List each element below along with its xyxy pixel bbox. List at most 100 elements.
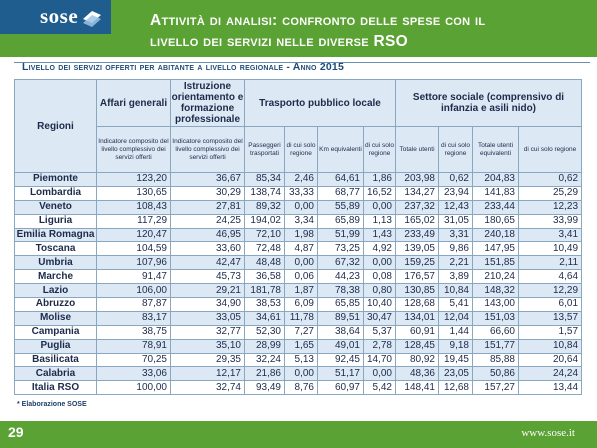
- table-cell: 5,42: [363, 380, 396, 396]
- table-cell: 52,30: [244, 324, 285, 340]
- table-cell: 20,64: [517, 352, 583, 368]
- table-cell: 33,33: [284, 185, 318, 201]
- table-cell: 1,87: [284, 283, 318, 299]
- subtitle-separator: [14, 62, 590, 63]
- table-cell: 1,13: [363, 213, 396, 229]
- table-cell: 0,62: [438, 172, 473, 187]
- table-cell: 24,25: [170, 213, 245, 229]
- table-cell: 45,73: [170, 269, 245, 285]
- table-cell: 210,24: [472, 269, 519, 285]
- region-name: Emilia Romagna: [14, 227, 97, 243]
- table-row: Abruzzo 87,87 34,90 38,53 6,09 65,85 10,40 128,…: [14, 297, 583, 312]
- table-row: Emilia Romagna 120,47 46,95 72,10 1,98 51,99 1…: [14, 227, 583, 243]
- table-cell: 10,49: [517, 241, 583, 257]
- sub-regione-utenti: di cui solo regione: [438, 126, 473, 173]
- table-cell: 28,99: [244, 338, 285, 354]
- table-cell: 5,41: [438, 297, 473, 312]
- table-cell: 0,00: [284, 366, 318, 382]
- table-row: Lazio 106,00 29,21 181,78 1,87 78,38 0,80 130,8…: [14, 283, 583, 299]
- table-cell: 80,92: [395, 352, 439, 368]
- table-cell: 237,32: [395, 199, 439, 215]
- table-cell: 12,23: [517, 199, 583, 215]
- table-cell: 1,98: [284, 227, 318, 243]
- sose-logo: sose: [0, 0, 111, 34]
- table-cell: 11,78: [284, 310, 318, 326]
- table-cell: 120,47: [96, 227, 171, 243]
- table-cell: 1,86: [363, 172, 396, 187]
- region-name: Veneto: [14, 199, 97, 215]
- table-cell: 92,45: [317, 352, 364, 368]
- table-cell: 143,00: [472, 297, 519, 312]
- table-cell: 78,38: [317, 283, 364, 299]
- page-number: 29: [8, 424, 24, 440]
- table-cell: 3,41: [517, 227, 583, 243]
- table-cell: 134,27: [395, 185, 439, 201]
- table-cell: 100,00: [96, 380, 171, 396]
- table-cell: 134,01: [395, 310, 439, 326]
- table-cell: 0,80: [363, 283, 396, 299]
- table-row: Umbria 107,96 42,47 48,48 0,00 67,32 0,00 159,2…: [14, 255, 583, 271]
- region-name: Lazio: [14, 283, 97, 299]
- region-name: Calabria: [14, 366, 97, 382]
- region-name: Basilicata: [14, 352, 97, 368]
- table-cell: 2,78: [363, 338, 396, 354]
- region-name: Piemonte: [14, 172, 97, 187]
- table-cell: 19,45: [438, 352, 473, 368]
- table-cell: 203,98: [395, 172, 439, 187]
- table-cell: 123,20: [96, 172, 171, 187]
- header-row-sub: Indicatore composito del livello comples…: [15, 126, 583, 173]
- table-cell: 65,89: [317, 213, 364, 229]
- table-cell: 106,00: [96, 283, 171, 299]
- table-cell: 49,01: [317, 338, 364, 354]
- table-cell: 85,34: [244, 172, 285, 187]
- table-cell: 60,91: [395, 324, 439, 340]
- sub-regione-equivalenti: di cui solo regione: [517, 126, 583, 173]
- table-cell: 89,51: [317, 310, 364, 326]
- table-cell: 138,74: [244, 185, 285, 201]
- footer-bar: 29 www.sose.it: [0, 421, 597, 448]
- table-cell: 9,86: [438, 241, 473, 257]
- table-cell: 85,88: [472, 352, 519, 368]
- group-trasporto: Trasporto pubblico locale: [244, 79, 396, 127]
- table-cell: 0,00: [363, 199, 396, 215]
- table-cell: 0,00: [284, 199, 318, 215]
- table-cell: 3,89: [438, 269, 473, 285]
- table-cell: 14,70: [363, 352, 396, 368]
- table-cell: 38,53: [244, 297, 285, 312]
- table-row: Piemonte 123,20 36,67 85,34 2,46 64,61 1,86 203…: [14, 172, 583, 187]
- region-name: Toscana: [14, 241, 97, 257]
- sub-totale-equivalenti: Totale utenti equivalenti: [472, 126, 519, 173]
- table-cell: 21,86: [244, 366, 285, 382]
- table-row: Puglia 78,91 35,10 28,99 1,65 49,01 2,78 128,45…: [14, 338, 583, 354]
- table-cell: 67,32: [317, 255, 364, 271]
- table-cell: 48,48: [244, 255, 285, 271]
- region-name: Lombardia: [14, 185, 97, 201]
- table-cell: 60,97: [317, 380, 364, 396]
- table-cell: 32,77: [170, 324, 245, 340]
- table-cell: 12,43: [438, 199, 473, 215]
- table-cell: 176,57: [395, 269, 439, 285]
- table-cell: 35,10: [170, 338, 245, 354]
- table-cell: 38,75: [96, 324, 171, 340]
- region-name: Molise: [14, 310, 97, 326]
- table-cell: 3,31: [438, 227, 473, 243]
- table-cell: 23,05: [438, 366, 473, 382]
- table-cell: 141,83: [472, 185, 519, 201]
- table-cell: 13,44: [517, 380, 583, 396]
- table-cell: 73,25: [317, 241, 364, 257]
- table-cell: 12,04: [438, 310, 473, 326]
- table-cell: 147,95: [472, 241, 519, 257]
- table-cell: 130,85: [395, 283, 439, 299]
- table-row: Lombardia 130,65 30,29 138,74 33,33 68,77 16,5…: [14, 185, 583, 201]
- table-cell: 2,46: [284, 172, 318, 187]
- table-subtitle: Livello dei servizi offerti per abitante…: [22, 61, 344, 73]
- table-cell: 33,99: [517, 213, 583, 229]
- header-bar: sose Attività di analisi: confronto dell…: [0, 0, 597, 57]
- table-cell: 0,08: [363, 269, 396, 285]
- table-cell: 24,24: [517, 366, 583, 382]
- table-cell: 8,76: [284, 380, 318, 396]
- table-cell: 0,00: [284, 255, 318, 271]
- title-line-1: Attività di analisi: confronto delle spe…: [150, 12, 486, 29]
- table-cell: 151,85: [472, 255, 519, 271]
- table-cell: 1,44: [438, 324, 473, 340]
